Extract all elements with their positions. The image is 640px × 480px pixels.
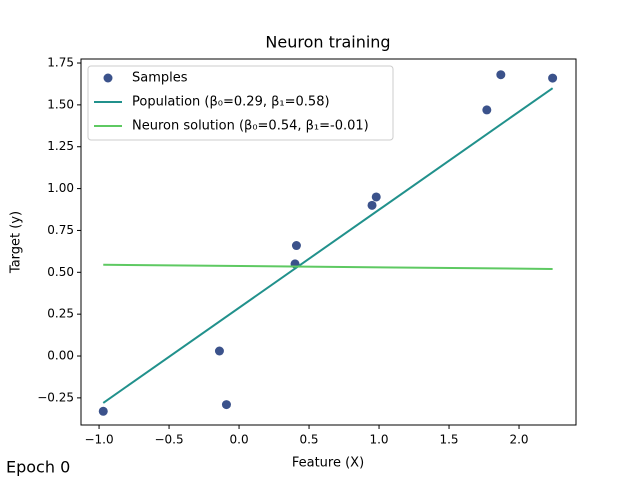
chart-title: Neuron training: [265, 33, 390, 52]
sample-point: [214, 346, 224, 356]
sample-point: [496, 70, 506, 80]
line: [102, 87, 554, 404]
y-tick-label: 1.75: [47, 56, 74, 70]
y-tick-label: −0.25: [37, 390, 74, 404]
x-tick-label: −0.5: [154, 433, 183, 447]
x-tick-label: 0.0: [230, 433, 249, 447]
sample-point: [371, 192, 381, 202]
epoch-label: Epoch 0: [6, 458, 70, 477]
y-tick-label: 0.25: [47, 307, 74, 321]
x-axis-label: Feature (X): [292, 456, 364, 471]
sample-point: [367, 200, 377, 210]
x-tick-label: 1.0: [369, 433, 388, 447]
sample-point: [221, 400, 231, 410]
sample-point: [548, 73, 558, 83]
sample-point: [291, 241, 301, 251]
legend-marker: [103, 73, 113, 83]
y-axis-label: Target (y): [9, 211, 24, 274]
y-tick-label: 1.50: [47, 97, 74, 111]
sample-point: [482, 105, 492, 115]
x-tick-label: −1.0: [84, 433, 113, 447]
y-tick-label: 0.75: [47, 223, 74, 237]
y-tick-label: 1.25: [47, 139, 74, 153]
x-tick-label: 0.5: [299, 433, 318, 447]
line: [103, 263, 553, 270]
legend-label: Neuron solution (β₀=0.54, β₁=-0.01): [132, 119, 369, 134]
legend-label: Population (β₀=0.29, β₁=0.58): [132, 95, 330, 110]
y-tick-label: 1.00: [47, 181, 74, 195]
y-tick-label: 0.00: [47, 349, 74, 363]
x-tick-label: 2.0: [509, 433, 528, 447]
legend-label: Samples: [132, 71, 188, 86]
legend-box: [87, 65, 394, 141]
plot-frame: [80, 58, 577, 426]
y-tick-label: 0.50: [47, 265, 74, 279]
sample-point: [98, 406, 108, 416]
x-tick-label: 1.5: [439, 433, 458, 447]
